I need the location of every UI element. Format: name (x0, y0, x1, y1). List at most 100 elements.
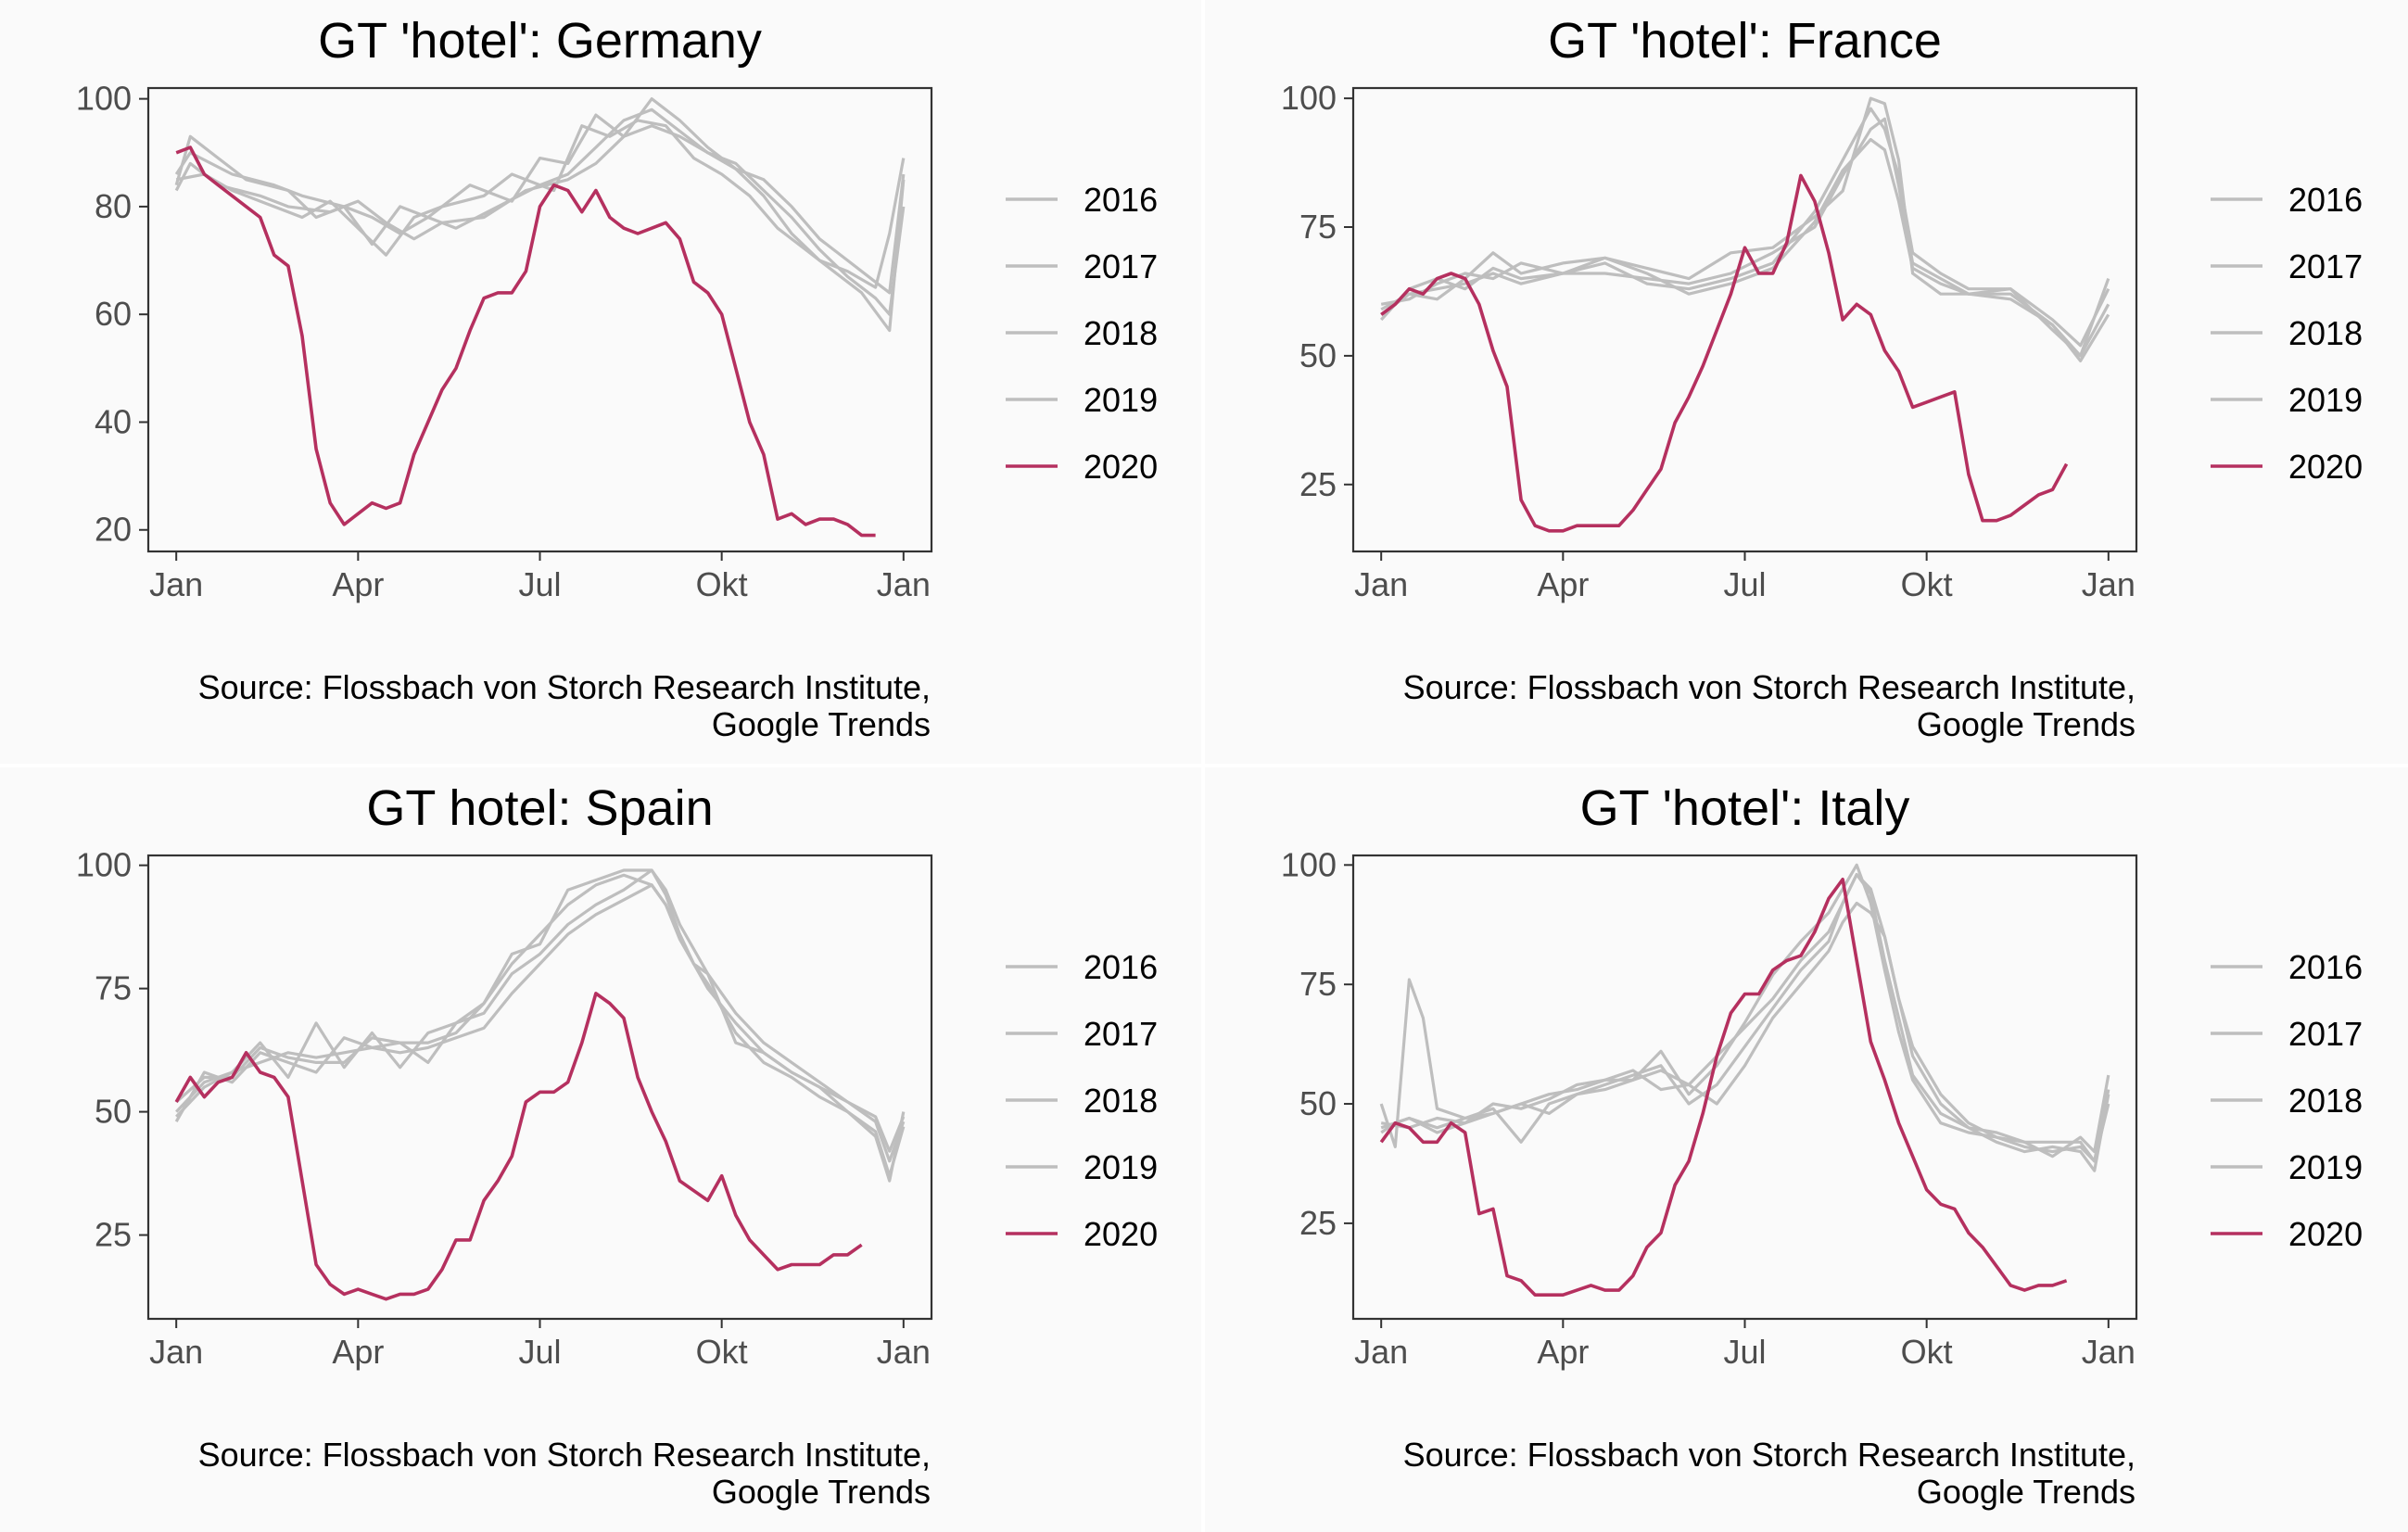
y-tick-label: 25 (1299, 465, 1337, 503)
legend-label-2017: 2017 (2288, 247, 2363, 285)
legend-label-2018: 2018 (2288, 1082, 2363, 1120)
legend-label-2019: 2019 (1084, 1148, 1158, 1186)
x-tick-label: Jul (1723, 1333, 1766, 1371)
series-line-2019 (1380, 96, 2110, 358)
y-tick-label: 20 (95, 511, 132, 549)
plot-border (1351, 86, 2138, 553)
series-line-2020 (1379, 878, 2068, 1298)
legend-label-2019: 2019 (2288, 1148, 2363, 1186)
chart-title: GT 'hotel': Italy (1580, 780, 1910, 836)
series-line-2017 (174, 108, 906, 316)
x-tick-label: Okt (1901, 565, 1953, 603)
series-line-2018 (175, 119, 906, 333)
y-tick-label: 100 (76, 80, 132, 118)
series-line-2018 (174, 883, 906, 1178)
y-tick-label: 100 (1281, 845, 1337, 883)
y-tick-label: 25 (95, 1216, 132, 1254)
x-tick-label: Apr (332, 565, 384, 603)
series-line-2016 (1380, 901, 2110, 1163)
series-line-2018 (1380, 872, 2110, 1172)
chart-panel-spain: GT hotel: Spain 25 50 75 100 Jan Apr Jul Okt Jan 2… (0, 767, 1201, 1532)
legend-label-2017: 2017 (1084, 1015, 1158, 1053)
legend-label-2016: 2016 (1084, 948, 1158, 986)
legend-label-2017: 2017 (2288, 1015, 2363, 1053)
source-line1: Source: Flossbach von Storch Research In… (197, 668, 931, 706)
series-line-2019 (1380, 863, 2110, 1158)
series-line-2020 (174, 992, 863, 1301)
chart-spain: GT hotel: Spain 25 50 75 100 Jan Apr Jul Okt Jan 2… (76, 780, 1158, 1371)
series-line-2020 (1380, 173, 2069, 533)
series-line-2017 (1380, 107, 2110, 348)
y-tick-label: 80 (95, 187, 132, 225)
legend-label-2018: 2018 (1084, 1082, 1158, 1120)
y-tick-label: 100 (1281, 79, 1337, 117)
x-tick-label: Jan (877, 1333, 931, 1371)
chart-title: GT 'hotel': France (1548, 13, 1942, 69)
series-line-2017 (1379, 872, 2110, 1163)
series-line-2016 (1380, 117, 2110, 358)
source-line2: Google Trends (711, 705, 931, 743)
source-line1: Source: Flossbach von Storch Research In… (1402, 1436, 2136, 1474)
legend-label-2016: 2016 (2288, 948, 2363, 986)
source-note-spain: Source: Flossbach von Storch Research In… (198, 1437, 931, 1511)
chart-panel-italy: GT 'hotel': Italy 25 50 75 100 Jan Apr Jul Okt Ja… (1205, 767, 2408, 1532)
y-tick-label: 50 (95, 1093, 132, 1131)
legend-label-2018: 2018 (1084, 314, 1158, 352)
x-tick-label: Apr (1537, 1333, 1589, 1371)
chart-title: GT hotel: Spain (366, 780, 713, 836)
source-line2: Google Trends (1916, 705, 2136, 743)
x-tick-label: Jul (518, 565, 561, 603)
series-line-2018 (1380, 138, 2110, 362)
source-line1: Source: Flossbach von Storch Research In… (1402, 668, 2136, 706)
x-tick-label: Jan (1354, 1333, 1408, 1371)
chart-germany: GT 'hotel': Germany 20 40 60 80 100 Jan Apr Jul O… (76, 13, 1158, 603)
source-line2: Google Trends (711, 1473, 931, 1511)
source-note-germany: Source: Flossbach von Storch Research In… (198, 669, 931, 743)
x-tick-label: Jan (2082, 565, 2136, 603)
legend-label-2020: 2020 (1084, 1215, 1158, 1253)
chart-panel-germany: GT 'hotel': Germany 20 40 60 80 100 Jan Apr Jul O… (0, 0, 1201, 764)
x-tick-label: Jan (149, 565, 203, 603)
series-line-2016 (174, 124, 906, 295)
x-tick-label: Okt (696, 565, 748, 603)
x-tick-label: Jul (518, 1333, 561, 1371)
chart-panel-france: GT 'hotel': France 25 50 75 100 Jan Apr Jul Okt J… (1205, 0, 2408, 764)
y-tick-label: 60 (95, 295, 132, 333)
legend-label-2020: 2020 (2288, 1215, 2363, 1253)
series-line-2019 (174, 96, 906, 289)
x-tick-label: Jan (149, 1333, 203, 1371)
x-tick-label: Jan (2082, 1333, 2136, 1371)
legend-label-2020: 2020 (1084, 448, 1158, 486)
series-line-2017 (175, 868, 906, 1153)
legend-label-2019: 2019 (2288, 381, 2363, 419)
series-line-2016 (175, 873, 906, 1163)
y-tick-label: 75 (1299, 208, 1337, 246)
x-tick-label: Apr (1537, 565, 1589, 603)
x-tick-label: Jan (877, 565, 931, 603)
x-tick-label: Jul (1723, 565, 1766, 603)
legend-label-2017: 2017 (1084, 247, 1158, 285)
legend-label-2019: 2019 (1084, 381, 1158, 419)
chart-title: GT 'hotel': Germany (318, 13, 762, 69)
series-line-2020 (175, 146, 876, 538)
chart-france: GT 'hotel': France 25 50 75 100 Jan Apr Jul Okt J… (1281, 13, 2363, 603)
y-tick-label: 25 (1299, 1204, 1337, 1242)
x-tick-label: Apr (332, 1333, 384, 1371)
y-tick-label: 75 (1299, 965, 1337, 1003)
y-tick-label: 50 (1299, 1084, 1337, 1122)
legend-label-2020: 2020 (2288, 448, 2363, 486)
legend-label-2018: 2018 (2288, 314, 2363, 352)
source-line2: Google Trends (1916, 1473, 2136, 1511)
y-tick-label: 75 (95, 969, 132, 1007)
x-tick-label: Jan (1354, 565, 1408, 603)
plot-border (146, 854, 933, 1321)
x-tick-label: Okt (1901, 1333, 1953, 1371)
source-note-italy: Source: Flossbach von Storch Research In… (1403, 1437, 2136, 1511)
legend-label-2016: 2016 (1084, 181, 1158, 219)
series-line-2019 (175, 868, 906, 1183)
y-tick-label: 100 (76, 846, 132, 884)
legend-label-2016: 2016 (2288, 181, 2363, 219)
chart-italy: GT 'hotel': Italy 25 50 75 100 Jan Apr Jul Okt Ja… (1281, 780, 2363, 1371)
y-tick-label: 50 (1299, 336, 1337, 374)
plot-border (1351, 854, 2138, 1321)
